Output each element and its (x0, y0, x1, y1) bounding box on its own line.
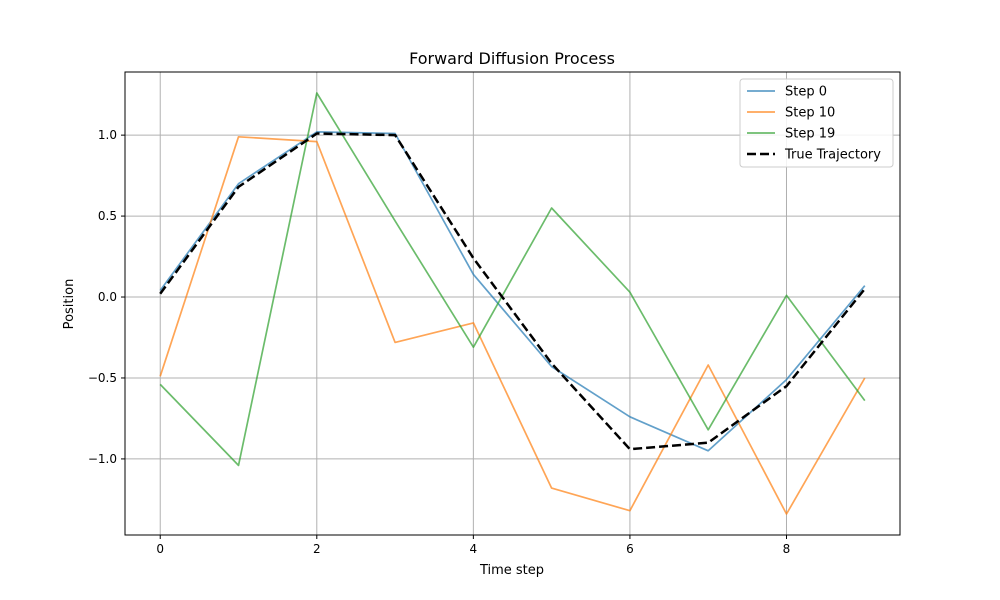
y-tick-label: 0.0 (98, 290, 117, 304)
legend: Step 0 Step 10 Step 19 True Trajectory (739, 78, 894, 168)
legend-label: Step 19 (785, 127, 835, 142)
chart-title: Forward Diffusion Process (409, 49, 615, 68)
y-tick-label: −1.0 (88, 452, 117, 466)
series-lines (159, 92, 866, 515)
x-tick-label: 0 (156, 542, 164, 556)
y-tick-label: −0.5 (88, 371, 117, 385)
y-tick-label: 0.5 (98, 209, 117, 223)
axis-ticks: 0 2 4 6 8 −1.0 −0.5 0.0 0.5 1.0 (88, 128, 790, 556)
y-axis-title: Position (62, 279, 77, 330)
x-axis-title: Time step (479, 563, 544, 578)
x-tick-label: 4 (470, 542, 478, 556)
legend-label: Step 10 (785, 106, 835, 121)
plot-frame (124, 71, 901, 536)
series-line-2 (159, 92, 866, 467)
legend-label: True Trajectory (784, 148, 881, 163)
x-tick-label: 2 (313, 542, 321, 556)
x-tick-label: 8 (783, 542, 791, 556)
series-line-1 (159, 135, 866, 515)
legend-box (739, 78, 894, 168)
y-tick-label: 1.0 (98, 128, 117, 142)
x-tick-label: 6 (626, 542, 634, 556)
series-line-3 (159, 132, 866, 451)
legend-label: Step 0 (785, 85, 827, 100)
